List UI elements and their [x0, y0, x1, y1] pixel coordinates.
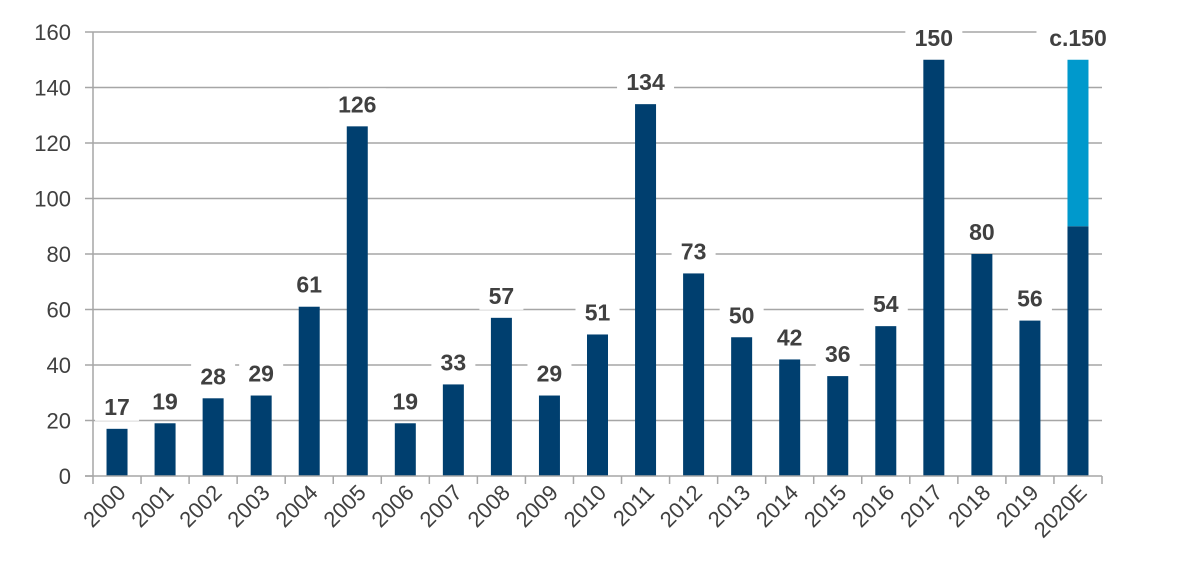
- x-tick-label-2012: 2012: [655, 480, 707, 532]
- bar-2008: [490, 317, 512, 476]
- y-tick-label: 40: [47, 353, 71, 378]
- data-label-2012: 73: [681, 238, 707, 264]
- data-label-bg: [328, 88, 386, 119]
- data-label-2019: 56: [1017, 286, 1043, 312]
- bar-2000: [106, 428, 128, 476]
- data-label-2004: 61: [296, 272, 322, 298]
- x-tick-label-2011: 2011: [608, 480, 659, 531]
- x-tick-label-2016: 2016: [847, 480, 899, 532]
- bar-2013: [731, 337, 753, 476]
- bar-2019: [1019, 320, 1041, 476]
- data-label-2003: 29: [248, 361, 274, 387]
- bar-2003: [250, 395, 272, 476]
- x-tick-label-2018: 2018: [943, 480, 995, 532]
- x-tick-label-2002: 2002: [174, 480, 226, 532]
- x-tick-label-2014: 2014: [751, 480, 803, 532]
- y-tick-label: 0: [59, 464, 71, 489]
- bar-2004: [298, 306, 320, 476]
- data-label-2013: 50: [729, 302, 755, 328]
- data-label-2007: 33: [441, 349, 467, 375]
- bar-2016: [875, 326, 897, 476]
- data-label-bg: [383, 385, 428, 416]
- data-label-bg: [527, 357, 572, 388]
- data-label-bg: [191, 360, 236, 391]
- bar-estimate-2020E: [1067, 59, 1089, 227]
- x-tick-label-2020E: 2020E: [1029, 480, 1092, 543]
- bar-2002: [202, 398, 224, 476]
- data-label-bg: [239, 357, 284, 388]
- data-label-bg: [1036, 21, 1120, 52]
- data-label-bg: [959, 216, 1004, 246]
- data-label-2005: 126: [338, 91, 376, 117]
- y-tick-label: 100: [34, 187, 71, 212]
- bar-2014: [779, 359, 801, 476]
- data-label-bg: [479, 279, 524, 310]
- x-tick-label-2005: 2005: [319, 480, 371, 532]
- data-label-2008: 57: [489, 283, 515, 309]
- data-label-2016: 54: [873, 291, 899, 317]
- x-tick-label-2007: 2007: [415, 480, 467, 532]
- data-labels: 17 19 28 29 61 126 19 33 57 29 51 134 73 50 42 36 54 150 8…: [95, 21, 1120, 421]
- data-label-bg: [431, 346, 476, 377]
- data-label-bg: [617, 66, 675, 97]
- data-label-bg: [671, 235, 716, 266]
- bar-2009: [538, 395, 560, 476]
- bar-2005: [346, 126, 368, 476]
- y-tick-label: 60: [47, 298, 71, 323]
- x-tick-label-2009: 2009: [511, 480, 563, 532]
- y-tick-label: 160: [34, 20, 71, 45]
- bar-2018: [971, 254, 993, 476]
- bar-2011: [635, 104, 657, 477]
- bar-2020E: [1067, 226, 1089, 476]
- x-tick-label-2003: 2003: [222, 480, 274, 532]
- data-label-2002: 28: [200, 363, 226, 389]
- data-label-2018: 80: [969, 219, 995, 245]
- x-tick-label-2013: 2013: [703, 480, 755, 532]
- y-tick-label: 140: [34, 76, 71, 101]
- bar-2001: [154, 423, 176, 476]
- data-label-bg: [719, 299, 764, 330]
- x-tick-label-2006: 2006: [367, 480, 419, 532]
- x-tick-label-2001: 2001: [126, 480, 178, 532]
- data-label-2001: 19: [152, 388, 178, 414]
- x-tick-label-2000: 2000: [78, 480, 130, 532]
- bars: [106, 59, 1089, 477]
- data-label-2015: 36: [825, 341, 851, 367]
- bar-2012: [683, 273, 705, 476]
- y-tick-label: 80: [47, 242, 71, 267]
- data-label-bg: [815, 338, 860, 369]
- data-label-bg: [287, 268, 332, 299]
- y-tick-label: 120: [34, 131, 71, 156]
- x-tick-label-2017: 2017: [895, 480, 947, 532]
- bar-2010: [587, 334, 608, 476]
- x-tick-label-2008: 2008: [463, 480, 515, 532]
- data-label-2006: 19: [393, 388, 419, 414]
- data-label-2009: 29: [537, 361, 563, 387]
- data-label-bg: [575, 296, 620, 327]
- data-label-bg: [905, 21, 963, 52]
- bar-2017: [923, 59, 945, 476]
- x-tick-label-2015: 2015: [799, 480, 851, 532]
- data-label-bg: [95, 390, 140, 421]
- bar-2006: [394, 423, 416, 476]
- bar-2007: [442, 384, 464, 476]
- bar-2015: [827, 376, 849, 476]
- data-label-bg: [863, 288, 908, 319]
- data-label-bg: [143, 385, 188, 416]
- data-label-2000: 17: [104, 394, 130, 420]
- y-tick-label: 20: [47, 409, 71, 434]
- data-label-2010: 51: [585, 299, 611, 325]
- x-tick-label-2004: 2004: [270, 480, 322, 532]
- data-label-2011: 134: [626, 69, 665, 95]
- data-label-2014: 42: [777, 324, 803, 350]
- data-label-2017: 150: [915, 25, 953, 51]
- data-label-bg: [767, 321, 812, 352]
- data-label-2020E: c.150: [1049, 25, 1107, 51]
- x-tick-label-2010: 2010: [559, 480, 611, 532]
- data-label-bg: [1007, 282, 1052, 313]
